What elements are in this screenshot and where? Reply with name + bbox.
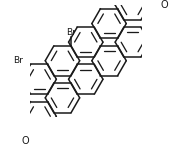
- Text: Br: Br: [13, 56, 22, 65]
- Text: O: O: [21, 136, 29, 146]
- Text: Br: Br: [66, 28, 76, 37]
- Text: O: O: [161, 0, 168, 10]
